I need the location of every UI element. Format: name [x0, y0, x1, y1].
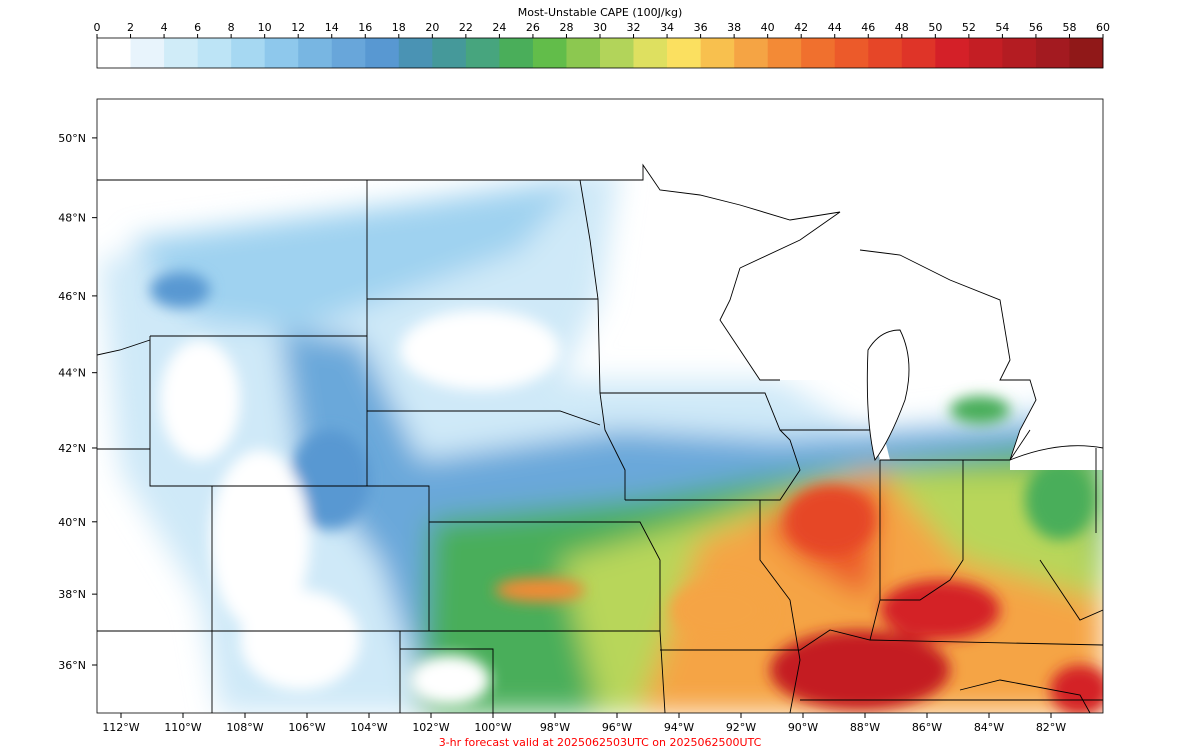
- colorbar-segment: [633, 38, 668, 68]
- colorbar-tick-label: 0: [94, 21, 101, 34]
- lat-label: 46°N: [58, 290, 86, 303]
- colorbar-segment: [1002, 38, 1037, 68]
- colorbar-segment: [499, 38, 534, 68]
- colorbar-tick-label: 58: [1062, 21, 1076, 34]
- colorbar-tick-label: 52: [962, 21, 976, 34]
- lat-label: 50°N: [58, 132, 86, 145]
- colorbar-tick-label: 26: [526, 21, 540, 34]
- colorbar-segment: [600, 38, 634, 68]
- lon-label: 112°W: [102, 721, 139, 734]
- lat-label: 40°N: [58, 516, 86, 529]
- colorbar-tick-label: 28: [559, 21, 573, 34]
- colorbar-tick-label: 34: [660, 21, 674, 34]
- lon-label: 98°W: [540, 721, 570, 734]
- lon-label: 92°W: [726, 721, 756, 734]
- lon-label: 84°W: [974, 721, 1004, 734]
- lon-label: 96°W: [602, 721, 632, 734]
- colorbar-segment: [164, 38, 198, 68]
- colorbar-segment: [1035, 38, 1070, 68]
- lon-label: 104°W: [350, 721, 387, 734]
- colorbar-segment: [935, 38, 970, 68]
- colorbar-segment: [532, 38, 567, 68]
- colorbar-segment: [432, 38, 467, 68]
- lon-label: 108°W: [226, 721, 263, 734]
- colorbar-tick-label: 30: [593, 21, 607, 34]
- colorbar-tick-label: 2: [127, 21, 134, 34]
- colorbar-tick-label: 12: [291, 21, 305, 34]
- colorbar-segment: [868, 38, 903, 68]
- colorbar-tick-label: 10: [258, 21, 272, 34]
- colorbar-tick-label: 22: [459, 21, 473, 34]
- colorbar-segment: [197, 38, 232, 68]
- colorbar-tick-label: 50: [928, 21, 942, 34]
- colorbar-tick-label: 6: [194, 21, 201, 34]
- colorbar-segment: [97, 38, 131, 68]
- lat-label: 42°N: [58, 442, 86, 455]
- colorbar-segment: [231, 38, 265, 68]
- graticule-labels: 50°N 48°N 46°N 44°N 42°N 40°N 38°N 36°N 112°W 110…: [58, 132, 1066, 734]
- colorbar-tick-label: 56: [1029, 21, 1043, 34]
- colorbar-tick-label: 40: [761, 21, 775, 34]
- colorbar-title: Most-Unstable CAPE (100J/kg): [518, 6, 683, 19]
- caption: 3-hr forecast valid at 2025062503UTC on …: [439, 736, 762, 749]
- colorbar-tick-label: 38: [727, 21, 741, 34]
- colorbar-segment: [298, 38, 333, 68]
- colorbar-tick-label: 16: [358, 21, 372, 34]
- colorbar-segment: [667, 38, 701, 68]
- colorbar-segment: [566, 38, 601, 68]
- colorbar-tick-label: 14: [325, 21, 339, 34]
- colorbar: 0 2 4 6 8 10 12 14 16 18 20 22 24 26 28 30 32 34 36 38 40 42 4…: [94, 21, 1110, 68]
- lat-label: 36°N: [58, 659, 86, 672]
- colorbar-segment: [801, 38, 836, 68]
- lon-label: 110°W: [164, 721, 201, 734]
- lon-label: 86°W: [912, 721, 942, 734]
- colorbar-segment: [331, 38, 366, 68]
- lon-label: 82°W: [1036, 721, 1066, 734]
- colorbar-tick-label: 4: [161, 21, 168, 34]
- colorbar-tick-label: 44: [828, 21, 842, 34]
- lon-label: 106°W: [288, 721, 325, 734]
- colorbar-tick-label: 36: [694, 21, 708, 34]
- colorbar-tick-label: 54: [995, 21, 1009, 34]
- colorbar-segment: [834, 38, 869, 68]
- boundaries: [97, 163, 1103, 713]
- lat-label: 38°N: [58, 588, 86, 601]
- masked-area: [97, 99, 1103, 470]
- colorbar-tick-label: 46: [861, 21, 875, 34]
- colorbar-tick-label: 18: [392, 21, 406, 34]
- colorbar-segment: [700, 38, 735, 68]
- colorbar-tick-label: 20: [425, 21, 439, 34]
- colorbar-segment: [465, 38, 500, 68]
- cape-field: [97, 99, 1103, 713]
- colorbar-tick-label: 42: [794, 21, 808, 34]
- colorbar-segment: [130, 38, 165, 68]
- map-frame: [96, 98, 1104, 714]
- colorbar-segment: [901, 38, 936, 68]
- colorbar-segment: [1069, 38, 1104, 68]
- colorbar-tick-label: 48: [895, 21, 909, 34]
- colorbar-tick-label: 60: [1096, 21, 1110, 34]
- colorbar-segment: [734, 38, 768, 68]
- colorbar-segment: [968, 38, 1003, 68]
- colorbar-frame: [96, 37, 1104, 69]
- colorbar-segment: [264, 38, 299, 68]
- lat-label: 44°N: [58, 367, 86, 380]
- colorbar-segment: [398, 38, 433, 68]
- lon-label: 100°W: [474, 721, 511, 734]
- colorbar-tick-label: 24: [492, 21, 506, 34]
- colorbar-tick-label: 8: [228, 21, 235, 34]
- lon-label: 102°W: [412, 721, 449, 734]
- colorbar-segment: [767, 38, 802, 68]
- lon-label: 88°W: [850, 721, 880, 734]
- colorbar-segment: [365, 38, 400, 68]
- lat-label: 48°N: [58, 212, 86, 225]
- lon-label: 94°W: [664, 721, 694, 734]
- colorbar-tick-label: 32: [627, 21, 641, 34]
- lon-label: 90°W: [788, 721, 818, 734]
